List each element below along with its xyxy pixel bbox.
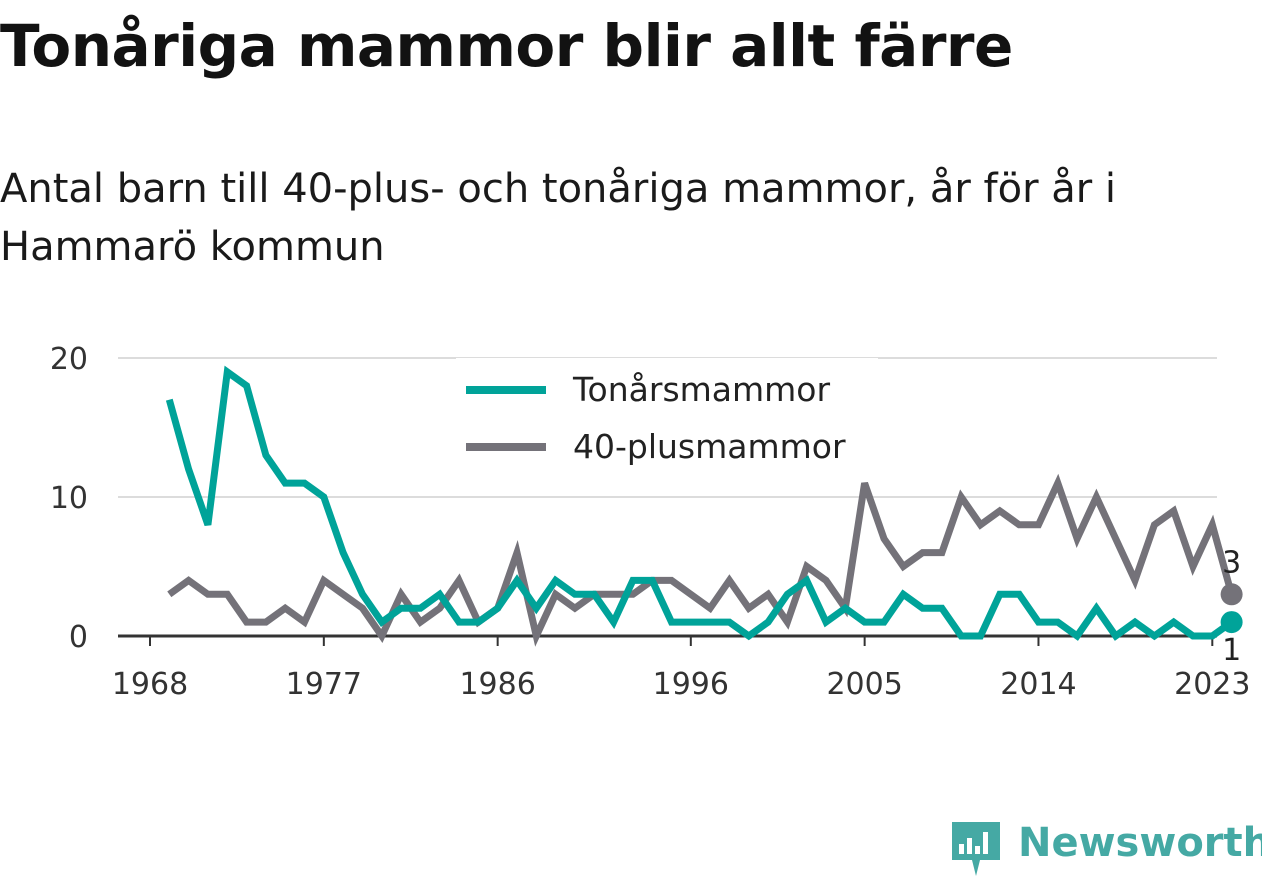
end-marker bbox=[1220, 611, 1243, 634]
bar-chart-badge-icon bbox=[952, 822, 1000, 876]
end-labels: 13 bbox=[1220, 545, 1243, 668]
x-tick-label: 1986 bbox=[459, 667, 535, 702]
x-tick-label: 1996 bbox=[653, 667, 729, 702]
x-tick-label: 1968 bbox=[112, 667, 188, 702]
logo-text: Newsworthy bbox=[1018, 820, 1262, 866]
legend-label: Tonårsmammor bbox=[572, 370, 830, 409]
x-tick-label: 2023 bbox=[1174, 667, 1250, 702]
end-marker bbox=[1220, 583, 1243, 606]
chart-title: Tonåriga mammor blir allt färre bbox=[0, 12, 1013, 80]
y-tick-label: 0 bbox=[69, 620, 88, 655]
chart-subtitle: Antal barn till 40-plus- och tonåriga ma… bbox=[0, 166, 1117, 270]
legend-label: 40-plusmammor bbox=[573, 427, 846, 466]
gridlines: 0 10 20 bbox=[50, 342, 1217, 655]
x-axis: 1968 1977 1986 1996 2005 2014 2023 bbox=[112, 634, 1250, 702]
end-value-label: 1 bbox=[1222, 633, 1241, 668]
series-lines bbox=[165, 365, 1235, 647]
x-tick-label: 2014 bbox=[1000, 667, 1076, 702]
end-value-label: 3 bbox=[1222, 545, 1241, 580]
series-line bbox=[167, 473, 1235, 647]
legend-box bbox=[456, 358, 878, 476]
series-line bbox=[165, 365, 1234, 641]
y-tick-label: 20 bbox=[50, 342, 88, 377]
x-tick-label: 2005 bbox=[826, 667, 902, 702]
x-tick-label: 1977 bbox=[286, 667, 362, 702]
newsworthy-logo: Newsworthy bbox=[950, 818, 1262, 878]
legend: Tonårsmammor 40-plusmammor bbox=[456, 358, 878, 476]
y-tick-label: 10 bbox=[50, 481, 88, 516]
